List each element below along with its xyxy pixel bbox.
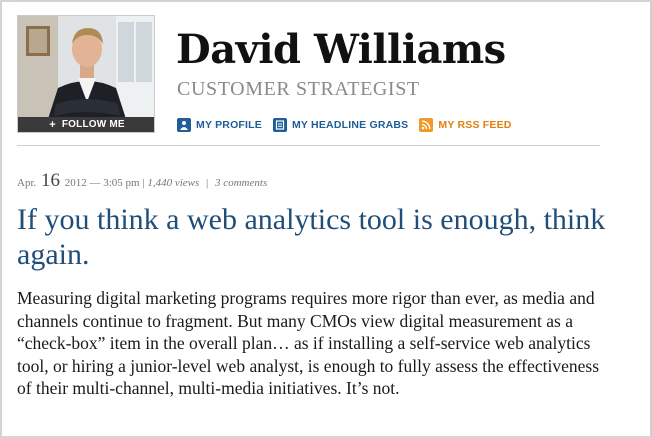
post-body: Measuring digital marketing programs req…: [17, 288, 600, 399]
post-day: 16: [41, 170, 60, 191]
follow-me-button[interactable]: + FOLLOW ME: [18, 117, 154, 132]
my-rss-feed-label: MY RSS FEED: [438, 119, 512, 131]
plus-icon: +: [49, 118, 56, 131]
rss-icon: [419, 118, 434, 132]
author-title: CUSTOMER STRATEGIST: [177, 78, 420, 100]
post-year: 2012: [64, 177, 87, 189]
my-profile-label: MY PROFILE: [196, 119, 262, 131]
author-name: David Williams: [176, 26, 506, 73]
post-comments-label: 3 comments: [214, 177, 268, 189]
post-views: 1,440 views: [147, 177, 200, 189]
profile-links: MY PROFILE MY HEADLINE GRABS MY RSS FEED: [177, 118, 523, 132]
author-card: + FOLLOW ME: [17, 15, 155, 133]
post-headline[interactable]: If you think a web analytics tool is eno…: [17, 203, 606, 271]
header-divider: [17, 145, 600, 146]
follow-me-label: FOLLOW ME: [61, 119, 125, 130]
author-photo[interactable]: [18, 16, 155, 119]
post-month: Apr.: [17, 177, 37, 189]
headline-grabs-icon: [272, 118, 287, 132]
profile-icon: [177, 118, 191, 132]
post-meta: Apr. 16 2012 — 3:05 pm | 1,440 views | 3…: [17, 170, 267, 192]
my-profile-link[interactable]: MY PROFILE: [177, 118, 262, 132]
post-time: — 3:05 pm |: [89, 177, 145, 189]
my-headline-grabs-label: MY HEADLINE GRABS: [291, 119, 409, 131]
top-divider: [17, 0, 600, 1]
meta-divider: |: [206, 177, 209, 189]
post-comments-link[interactable]: 3 comments: [215, 177, 267, 189]
my-headline-grabs-link[interactable]: MY HEADLINE GRABS: [272, 118, 409, 132]
my-rss-feed-link[interactable]: MY RSS FEED: [419, 118, 511, 132]
